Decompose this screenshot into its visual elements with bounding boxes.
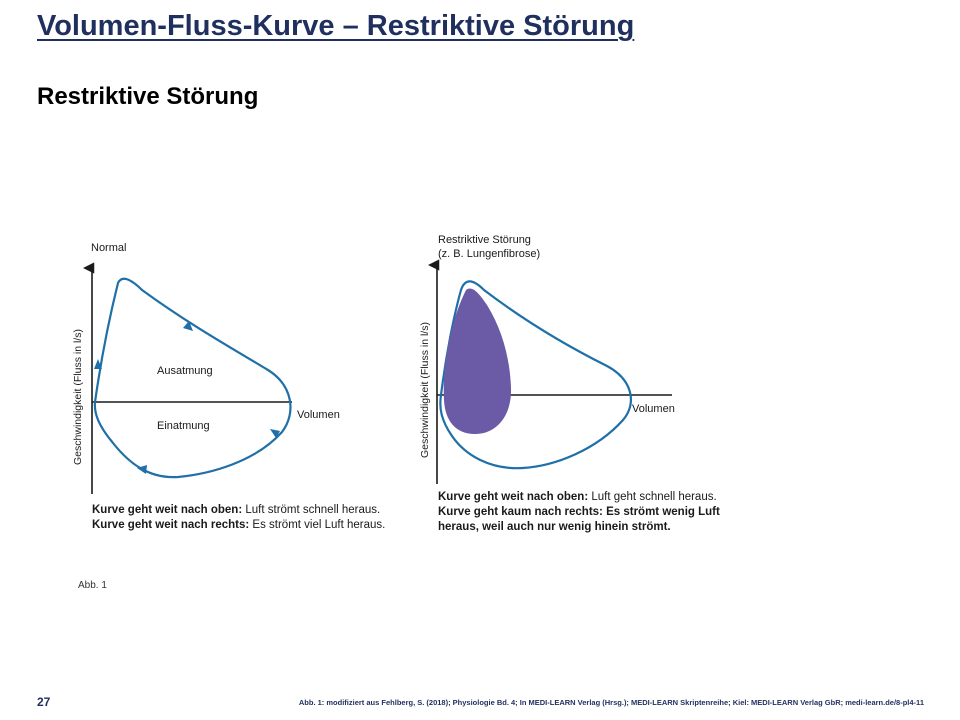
page-number: 27	[37, 695, 51, 709]
normal-caption-2-text: Es strömt viel Luft heraus.	[249, 519, 386, 531]
normal-x-axis-label: Volumen	[297, 409, 340, 421]
normal-caption-line-2: Kurve geht weit nach rechts: Es strömt v…	[92, 518, 385, 533]
restrictive-caption-line-1: Kurve geht weit nach oben: Luft geht sch…	[438, 490, 720, 505]
restrictive-caption-3-text: heraus, weil auch nur wenig hinein ström…	[438, 521, 671, 533]
normal-caption-line-1: Kurve geht weit nach oben: Luft strömt s…	[92, 503, 385, 518]
normal-caption: Kurve geht weit nach oben: Luft strömt s…	[92, 503, 385, 533]
restrictive-x-axis-label: Volumen	[632, 403, 675, 415]
restrictive-caption-1-text: Luft geht schnell heraus.	[588, 491, 717, 503]
inhalation-label: Einatmung	[157, 420, 210, 432]
normal-loop-arrow-descent	[183, 321, 193, 331]
figure-label: Abb. 1	[78, 580, 107, 591]
normal-y-axis-label: Geschwindigkeit (Fluss in l/s)	[72, 329, 84, 465]
normal-loop-arrow-bottom	[137, 465, 147, 474]
exhalation-label: Ausatmung	[157, 365, 213, 377]
source-note: Abb. 1: modifiziert aus Fehlberg, S. (20…	[298, 698, 924, 707]
restrictive-caption-line-2: Kurve geht kaum nach rechts: Es strömt w…	[438, 505, 720, 520]
restrictive-caption-line-3: heraus, weil auch nur wenig hinein ström…	[438, 520, 720, 535]
normal-flow-volume-loop	[93, 277, 292, 479]
restrictive-caption: Kurve geht weit nach oben: Luft geht sch…	[438, 490, 720, 535]
panel-restrictive-title-line-1: Restriktive Störung	[438, 234, 531, 246]
panel-restrictive-title-line-2: (z. B. Lungenfibrose)	[438, 248, 540, 260]
normal-loop-arrow-right	[270, 429, 280, 438]
normal-caption-1-bold: Kurve geht weit nach oben:	[92, 504, 243, 516]
restrictive-caption-2-bold: Kurve geht kaum nach rechts:	[438, 506, 603, 518]
restrictive-caption-2-text: Es strömt wenig Luft	[602, 506, 720, 518]
reference-flow-volume-loop	[439, 280, 632, 470]
panel-restrictive: Restriktive Störung (z. B. Lungenfibrose…	[419, 234, 675, 484]
restrictive-flow-volume-loop	[443, 288, 512, 434]
normal-caption-2-bold: Kurve geht weit nach rechts:	[92, 519, 250, 531]
normal-caption-1-text: Luft strömt schnell heraus.	[242, 504, 381, 516]
slide-title: Volumen-Fluss-Kurve – Restriktive Störun…	[37, 10, 635, 42]
restrictive-y-axis-label: Geschwindigkeit (Fluss in l/s)	[419, 322, 431, 458]
normal-loop-arrow-left	[94, 359, 102, 369]
panel-normal-title: Normal	[91, 242, 126, 254]
panel-normal: Normal Geschwindigkeit (Fluss in l/s) Vo…	[72, 242, 340, 494]
slide-subtitle: Restriktive Störung	[37, 83, 259, 110]
restrictive-caption-1-bold: Kurve geht weit nach oben:	[438, 491, 589, 503]
